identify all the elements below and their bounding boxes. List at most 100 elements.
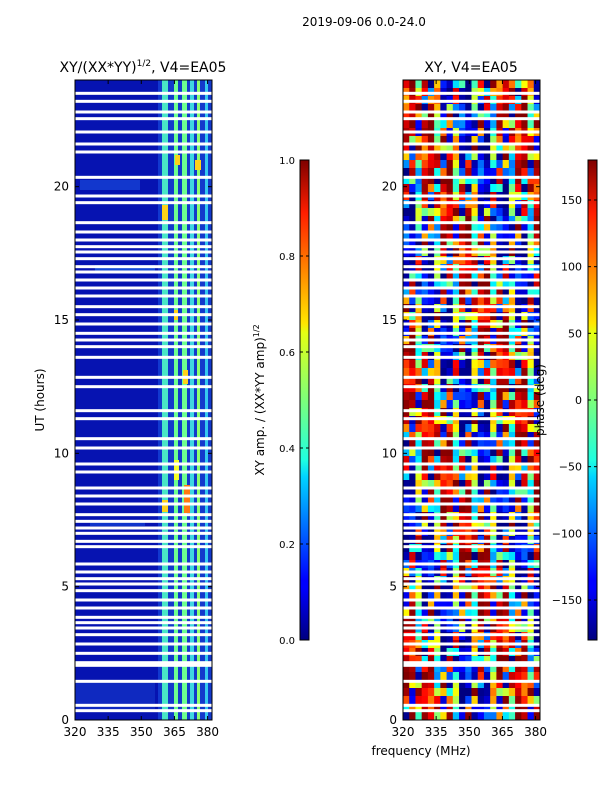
phase-cell	[502, 696, 510, 705]
phase-cell	[409, 496, 416, 505]
phase-cell	[471, 552, 479, 561]
phase-cell	[434, 112, 441, 121]
phase-cell	[459, 688, 466, 697]
phase-cell	[508, 344, 516, 353]
phase-cell	[403, 376, 410, 385]
phase-cell	[521, 176, 528, 185]
phase-cell	[434, 464, 441, 473]
phase-cell	[434, 448, 441, 457]
phase-cell	[434, 304, 441, 313]
phase-panel-title: XY, V4=EA05	[424, 60, 518, 76]
phase-cell	[465, 472, 472, 481]
phase-cell	[427, 552, 435, 561]
phase-cell	[477, 600, 485, 609]
phase-cell	[521, 520, 528, 529]
phase-cell	[490, 576, 497, 585]
phase-cell	[527, 696, 535, 705]
phase-cell	[446, 696, 454, 705]
phase-cell	[483, 280, 491, 289]
amplitude-flagged-row	[75, 91, 212, 95]
phase-cell	[496, 664, 504, 673]
phase-cell	[533, 544, 540, 553]
phase-cell	[434, 440, 441, 449]
phase-cell	[440, 136, 447, 145]
phase-cell	[477, 200, 485, 209]
phase-cell	[521, 552, 528, 561]
phase-cell	[446, 376, 454, 385]
phase-cell	[521, 680, 528, 689]
phase-axes-frame	[402, 79, 541, 721]
phase-cell	[440, 312, 447, 321]
phase-cell	[483, 224, 491, 233]
phase-cell	[496, 672, 504, 681]
phase-cell	[415, 408, 423, 417]
phase-cell	[446, 712, 454, 720]
phase-cell	[490, 344, 497, 353]
phase-cell	[477, 696, 485, 705]
phase-cell	[409, 504, 416, 513]
phase-cell	[434, 360, 441, 369]
phase-cell	[515, 144, 522, 153]
phase-cell	[490, 304, 497, 313]
phase-cell	[440, 632, 447, 641]
phase-cell	[533, 288, 540, 297]
phase-cell	[427, 680, 435, 689]
phase-cell	[483, 120, 491, 129]
phase-cell	[496, 696, 504, 705]
phase-cell	[527, 544, 535, 553]
amplitude-flagged-row	[75, 375, 212, 379]
phase-cell	[502, 712, 510, 720]
phase-cell	[403, 264, 410, 273]
phase-cell	[521, 496, 528, 505]
phase-flagged-row	[403, 278, 540, 282]
phase-cell	[440, 368, 447, 377]
phase-cell	[403, 696, 410, 705]
phase-cell	[465, 168, 472, 177]
phase-cell	[496, 544, 504, 553]
phase-cell	[427, 232, 435, 241]
phase-cell	[446, 680, 454, 689]
phase-cell	[521, 240, 528, 249]
phase-cell	[409, 304, 416, 313]
phase-cell	[483, 664, 491, 673]
phase-cell	[502, 608, 510, 617]
phase-cell	[483, 232, 491, 241]
phase-cell	[403, 440, 410, 449]
phase-cell	[446, 512, 454, 521]
phase-cell	[403, 256, 410, 265]
phase-cell	[533, 168, 540, 177]
phase-cell	[533, 616, 540, 625]
phase-cell	[490, 504, 497, 513]
phase-cell	[427, 408, 435, 417]
phase-cell	[403, 184, 410, 193]
phase-cell	[527, 144, 535, 153]
phase-cell	[477, 592, 485, 601]
phase-cell	[508, 696, 516, 705]
phase-cell	[434, 424, 441, 433]
phase-cell	[508, 136, 516, 145]
phase-cell	[409, 256, 416, 265]
phase-cell	[521, 112, 528, 121]
phase-cell	[515, 264, 522, 273]
phase-cell	[446, 400, 454, 409]
phase-cell	[440, 184, 447, 193]
phase-cell	[446, 184, 454, 193]
phase-cell	[421, 400, 429, 409]
phase-cell	[446, 600, 454, 609]
phase-flagged-row	[403, 175, 540, 179]
phase-cell	[459, 168, 466, 177]
phase-cell	[533, 272, 540, 281]
phase-cell	[421, 240, 429, 249]
phase-cell	[446, 688, 454, 697]
amplitude-flagged-row	[75, 562, 212, 566]
phase-cell	[440, 280, 447, 289]
phase-cell	[496, 232, 504, 241]
phase-cell	[471, 672, 479, 681]
phase-cell	[502, 120, 510, 129]
phase-cell	[446, 224, 454, 233]
phase-cell	[465, 160, 472, 169]
phase-cell	[508, 504, 516, 513]
phase-cell	[465, 664, 472, 673]
phase-cell	[521, 656, 528, 665]
phase-cell	[490, 712, 497, 720]
